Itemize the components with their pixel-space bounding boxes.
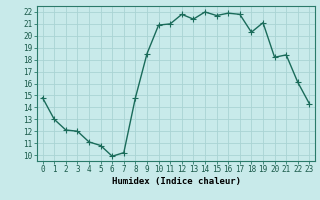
X-axis label: Humidex (Indice chaleur): Humidex (Indice chaleur)	[111, 177, 241, 186]
